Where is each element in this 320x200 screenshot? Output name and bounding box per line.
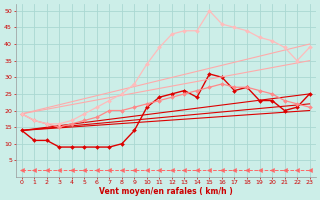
X-axis label: Vent moyen/en rafales ( km/h ): Vent moyen/en rafales ( km/h ): [99, 187, 233, 196]
